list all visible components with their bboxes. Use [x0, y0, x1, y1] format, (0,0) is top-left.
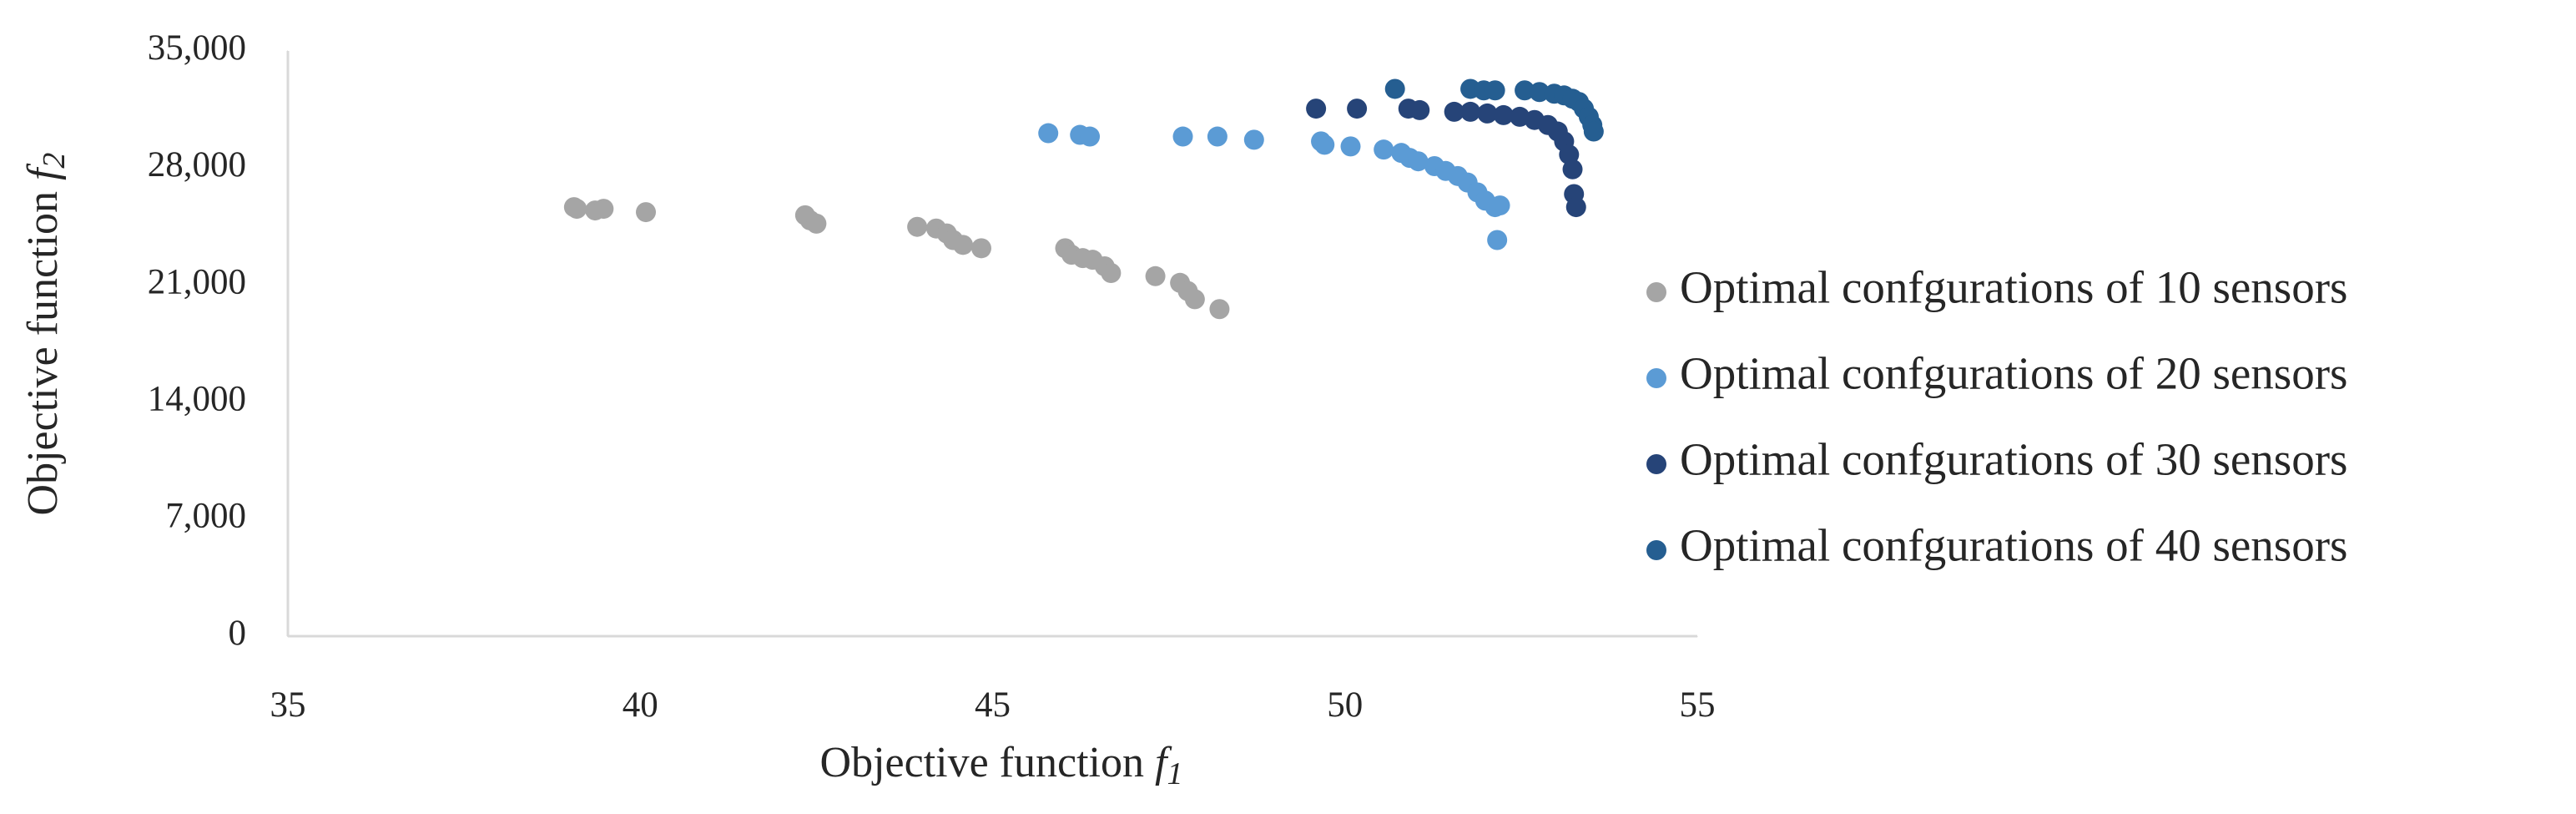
x-tick-label: 45 [975, 685, 1011, 725]
point [1145, 265, 1166, 286]
point [806, 213, 827, 234]
x-axis-title-sub: 1 [1167, 756, 1182, 791]
y-tick-label: 7,000 [165, 497, 246, 536]
point [1314, 134, 1335, 155]
point [1409, 99, 1430, 120]
y-tick-label: 21,000 [148, 262, 246, 301]
point [953, 235, 974, 255]
y-axis-title-text: Objective function [19, 180, 67, 515]
legend-marker [1646, 454, 1666, 474]
x-tick-label: 55 [1680, 685, 1716, 725]
point [1184, 289, 1205, 310]
legend-marker [1646, 540, 1666, 560]
point [636, 202, 657, 223]
point [1493, 104, 1514, 125]
point [970, 238, 991, 259]
point [1101, 262, 1122, 283]
point [1374, 139, 1394, 160]
point [1565, 197, 1586, 218]
y-axis-title-sub: 2 [37, 153, 72, 169]
point [1562, 159, 1583, 179]
legend-marker [1646, 282, 1666, 302]
point [1485, 80, 1505, 101]
y-axis-title: Objective function f2 [19, 153, 72, 516]
legend-label: Optimal confgurations of 10 sensors [1680, 262, 2347, 313]
y-tick-label: 0 [229, 614, 247, 653]
point [1487, 230, 1508, 250]
legend-label: Optimal confgurations of 30 sensors [1680, 434, 2347, 485]
point [1460, 101, 1481, 122]
legend-label: Optimal confgurations of 20 sensors [1680, 348, 2347, 399]
point [1243, 129, 1264, 150]
y-tick-label: 14,000 [148, 379, 246, 418]
point [1384, 78, 1405, 99]
point [1490, 195, 1510, 216]
legend-marker [1646, 368, 1666, 388]
point [1444, 101, 1464, 122]
legend-label: Optimal confgurations of 40 sensors [1680, 520, 2347, 571]
point [1583, 121, 1604, 142]
y-tick-label: 35,000 [148, 28, 246, 68]
point [1038, 123, 1059, 144]
point [1347, 99, 1368, 119]
x-tick-label: 50 [1327, 685, 1363, 725]
point [1080, 126, 1101, 147]
y-tick-label: 28,000 [148, 145, 246, 185]
point [1306, 99, 1327, 119]
point [1209, 299, 1230, 320]
point [1340, 136, 1361, 157]
x-axis-title-text: Objective function [820, 739, 1155, 786]
x-tick-label: 35 [270, 685, 306, 725]
x-tick-label: 40 [623, 685, 658, 725]
point [1477, 103, 1498, 124]
point [1408, 151, 1429, 172]
x-axis-title: Objective function f1 [820, 739, 1183, 791]
point [567, 199, 587, 220]
point [593, 199, 614, 220]
point [907, 216, 928, 237]
point [1529, 82, 1550, 103]
point [1515, 80, 1535, 101]
point [1172, 126, 1193, 147]
point [1207, 126, 1228, 147]
